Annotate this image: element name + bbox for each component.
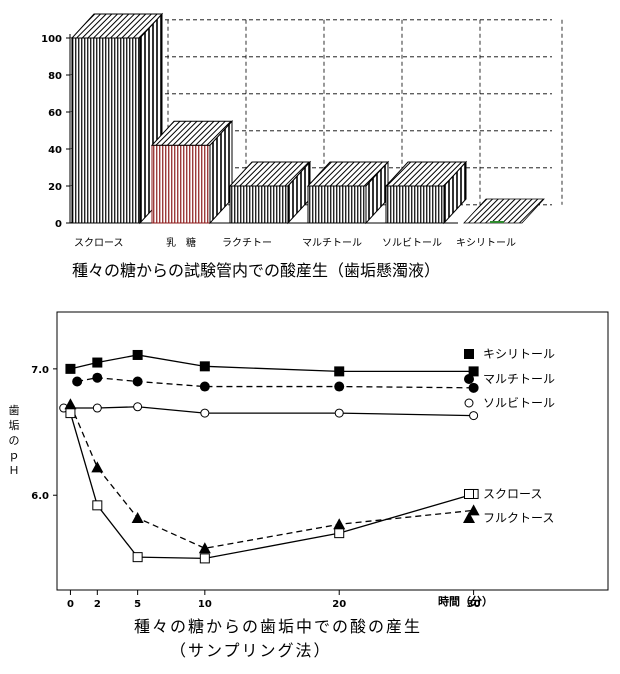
point-marker (199, 361, 210, 372)
legend-label: キシリトール (483, 347, 555, 361)
point-marker (468, 382, 479, 393)
bar (228, 160, 312, 225)
legend-label: ソルビトール (483, 396, 555, 410)
y-tick-label: 40 (48, 145, 62, 156)
legend-label: スクロース (483, 487, 542, 501)
category-labels: スクロース 乳 糖 ラクチトー マルチトール ソルビトール キシリトール (74, 236, 516, 249)
point-marker (199, 381, 210, 392)
y-tick-label: 60 (48, 108, 62, 119)
x-tick-label: 30 (467, 599, 481, 610)
x-tick-label: 20 (332, 599, 346, 610)
point-marker (464, 374, 474, 384)
x-tick-label: 10 (198, 599, 212, 610)
point-marker (333, 518, 346, 530)
y-axis-label: 歯垢のｐＨ (9, 404, 20, 477)
legend-label: マルチトール (483, 372, 555, 386)
bar-chart-3d: 0 20 40 60 80 100 スクロース 乳 糖 ラクチトー マルチトール ソルビトール キシ… (41, 12, 563, 280)
point-marker (464, 489, 474, 499)
series-markers (59, 349, 480, 564)
bar (70, 12, 164, 225)
point-marker (198, 542, 211, 554)
point-marker (334, 408, 344, 418)
series-line (69, 403, 474, 549)
y-tick-label: 20 (48, 182, 62, 193)
x-tick-label: 2 (94, 599, 101, 610)
series-line (69, 412, 474, 560)
point-marker (92, 372, 103, 383)
y-tick-label: 100 (41, 34, 62, 45)
bar (150, 120, 234, 225)
axes: 0 2 5 10 20 30 6.0 7.0 (31, 365, 480, 610)
y-tick-label: 7.0 (31, 365, 49, 376)
chart-1-title: 種々の糖からの試験管内での酸産生（歯垢懸濁液） (72, 261, 440, 280)
category-label: キシリトール (456, 238, 516, 249)
point-marker (467, 504, 480, 516)
category-label: スクロース (74, 237, 124, 249)
point-marker (132, 552, 143, 563)
line-chart: 0 2 5 10 20 30 6.0 7.0 キシリトールマルチトールソルビトールスクロースフ… (9, 311, 609, 660)
x-axis-label: 時間（分） (438, 594, 493, 608)
point-marker (199, 553, 210, 564)
point-marker (334, 381, 345, 392)
point-marker (334, 528, 345, 539)
x-tick-label: 5 (134, 599, 141, 610)
chart-2-subtitle: （サンプリング法） (170, 641, 332, 660)
category-label: マルチトール (302, 237, 362, 249)
point-marker (334, 366, 345, 377)
point-marker (64, 398, 77, 410)
y-tick-label: 0 (55, 219, 62, 230)
y-tick-label: 80 (48, 71, 62, 82)
point-marker (200, 408, 210, 418)
y-axis-label: 歯垢のｐＨ (9, 404, 20, 477)
legend-label: フルクトース (483, 511, 554, 525)
point-marker (468, 366, 479, 377)
point-marker (463, 512, 475, 523)
point-marker (464, 398, 474, 408)
point-marker (133, 402, 143, 412)
plot-frame (56, 311, 609, 591)
bar (463, 198, 545, 224)
bar (384, 160, 468, 225)
category-label: 乳 糖 (166, 236, 196, 249)
point-marker (131, 511, 144, 523)
bar (306, 160, 390, 225)
category-label: ラクチトー (222, 237, 272, 249)
point-marker (469, 411, 479, 421)
point-marker (92, 403, 102, 413)
point-marker (65, 408, 76, 419)
point-marker (464, 349, 474, 359)
point-marker (65, 363, 76, 374)
category-label: ソルビトール (382, 237, 442, 249)
point-marker (72, 376, 83, 387)
chart-2-title: 種々の糖からの歯垢中での酸の産生 (134, 617, 422, 636)
series-lines (63, 354, 474, 560)
bars (70, 12, 545, 225)
point-marker (91, 461, 104, 473)
point-marker (92, 500, 103, 511)
point-marker (132, 376, 143, 387)
series-line (63, 406, 474, 417)
series-line (77, 377, 474, 389)
point-marker (92, 357, 103, 368)
series-line (70, 354, 474, 373)
y-tick-label: 6.0 (31, 491, 49, 502)
x-tick-label: 0 (67, 599, 74, 610)
y-ticks: 0 20 40 60 80 100 (41, 34, 70, 230)
point-marker (132, 349, 143, 360)
